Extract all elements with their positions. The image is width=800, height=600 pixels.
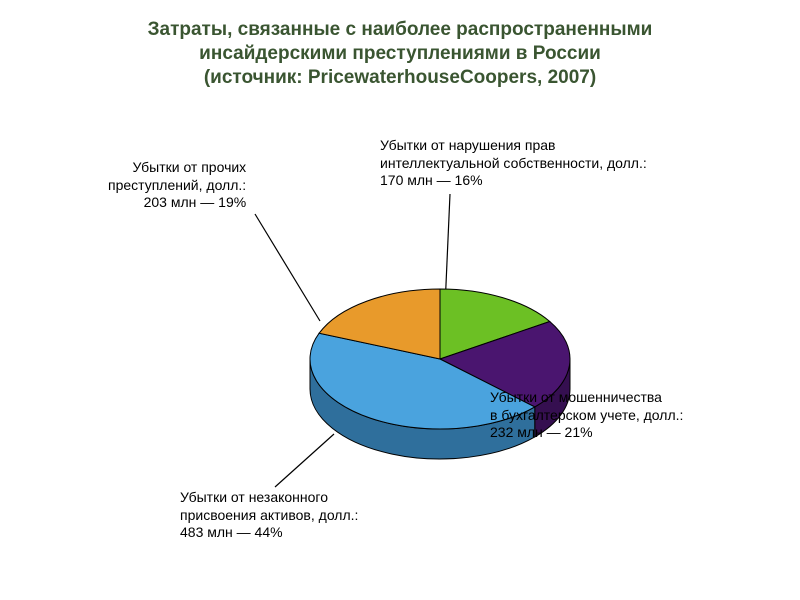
label-ip: Убытки от нарушения прав интеллектуально… [380, 137, 647, 190]
title-line-2: инсайдерскими преступлениями в России [40, 42, 760, 66]
chart-area: Убытки от нарушения прав интеллектуально… [0, 89, 800, 589]
label-other: Убытки от прочих преступлений, долл.: 20… [108, 159, 246, 212]
label-fraud: Убытки от мошенничества в бухгалтерском … [490, 389, 683, 442]
title-line-3: (источник: PricewaterhouseCoopers, 2007) [40, 66, 760, 90]
title-line-1: Затраты, связанные с наиболее распростра… [40, 18, 760, 42]
label-misapp: Убытки от незаконного присвоения активов… [180, 489, 358, 542]
chart-title: Затраты, связанные с наиболее распростра… [0, 0, 800, 89]
pie-chart [290, 259, 590, 499]
